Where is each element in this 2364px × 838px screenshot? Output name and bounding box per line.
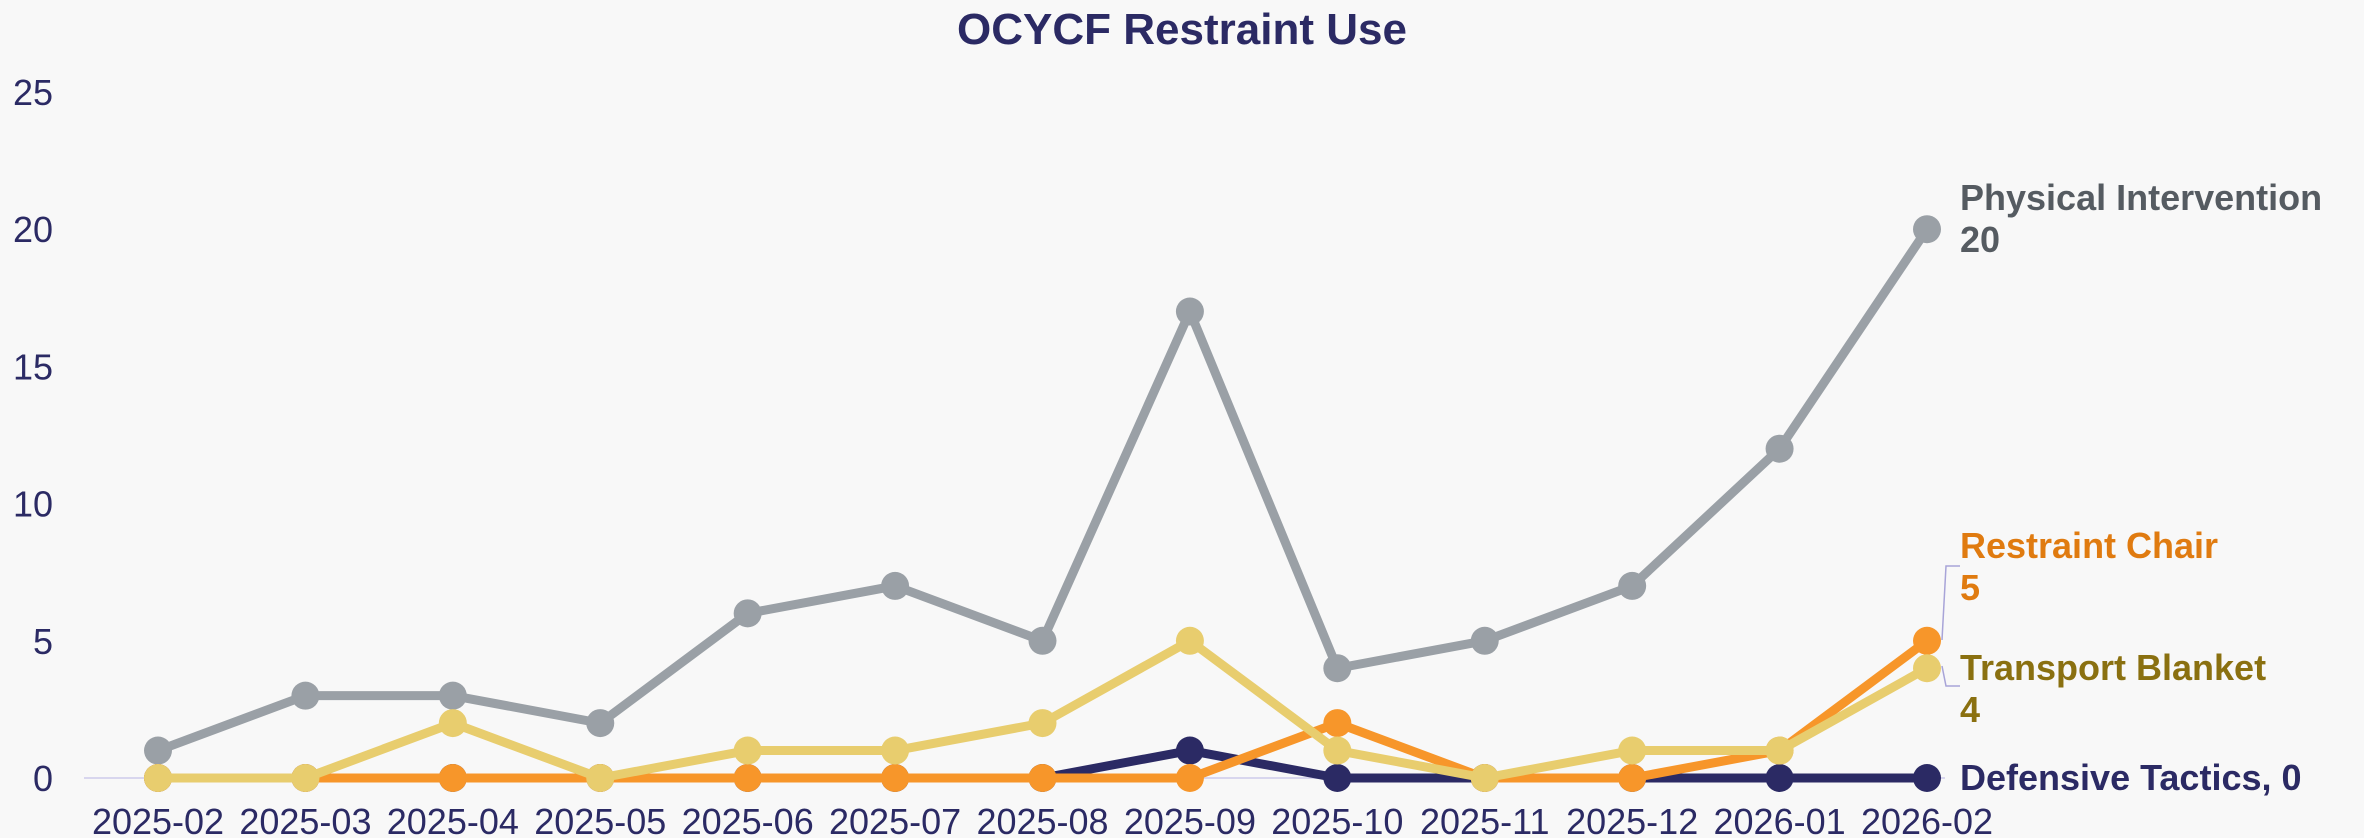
point xyxy=(291,681,320,710)
x-tick-label: 2025-11 xyxy=(1420,801,1549,838)
end-label: 4 xyxy=(1960,689,1980,730)
point xyxy=(1765,736,1794,765)
point xyxy=(1323,764,1352,792)
point xyxy=(733,736,762,765)
x-tick-label: 2025-12 xyxy=(1566,801,1698,838)
y-tick-label: 25 xyxy=(13,72,53,113)
y-tick-label: 15 xyxy=(13,346,53,387)
point xyxy=(733,764,762,792)
point xyxy=(1323,709,1352,738)
leader-line xyxy=(1941,665,1960,687)
point xyxy=(1175,764,1204,792)
point xyxy=(881,764,910,792)
point xyxy=(1175,626,1204,655)
point xyxy=(1618,764,1647,792)
point xyxy=(881,736,910,765)
point xyxy=(1175,736,1204,765)
chart-title: OCYCF Restraint Use xyxy=(957,5,1407,54)
point xyxy=(586,709,615,738)
point xyxy=(438,709,467,738)
end-label: Transport Blanket xyxy=(1960,647,2266,688)
x-tick-label: 2025-04 xyxy=(387,801,519,838)
point xyxy=(1913,654,1941,683)
y-tick-label: 5 xyxy=(33,621,53,662)
point xyxy=(1028,764,1057,792)
x-tick-label: 2025-08 xyxy=(976,801,1108,838)
x-tick-label: 2025-07 xyxy=(829,801,961,838)
point xyxy=(144,764,172,792)
x-tick-label: 2025-05 xyxy=(534,801,666,838)
point xyxy=(144,736,172,765)
end-label: Defensive Tactics, 0 xyxy=(1960,757,2302,798)
y-tick-label: 0 xyxy=(33,758,53,799)
point xyxy=(1175,297,1204,326)
point xyxy=(438,681,467,710)
point xyxy=(1765,764,1794,792)
point xyxy=(1913,764,1941,792)
point xyxy=(1913,626,1941,655)
end-label: Restraint Chair xyxy=(1960,525,2218,566)
point xyxy=(438,764,467,792)
point xyxy=(1470,626,1499,655)
point xyxy=(1323,654,1352,683)
point xyxy=(1323,736,1352,765)
point xyxy=(586,764,615,792)
end-label: Physical Intervention xyxy=(1960,177,2322,218)
leader-line xyxy=(1941,565,1960,641)
x-tick-label: 2025-10 xyxy=(1271,801,1403,838)
point xyxy=(1913,215,1941,244)
point xyxy=(1618,571,1647,600)
y-tick-label: 20 xyxy=(13,209,53,250)
x-tick-label: 2025-06 xyxy=(682,801,814,838)
point xyxy=(1470,764,1499,792)
point xyxy=(1028,709,1057,738)
end-label: 5 xyxy=(1960,567,1980,608)
x-tick-label: 2026-02 xyxy=(1861,801,1993,838)
x-tick-label: 2025-09 xyxy=(1124,801,1256,838)
x-tick-label: 2025-02 xyxy=(92,801,224,838)
y-tick-label: 10 xyxy=(13,484,53,525)
x-tick-label: 2026-01 xyxy=(1714,801,1846,838)
x-tick-label: 2025-03 xyxy=(239,801,371,838)
point xyxy=(733,599,762,628)
point xyxy=(1618,736,1647,765)
end-label: 20 xyxy=(1960,219,2000,260)
point xyxy=(1028,626,1057,655)
point xyxy=(881,571,910,600)
point xyxy=(291,764,320,792)
point xyxy=(1765,434,1794,463)
